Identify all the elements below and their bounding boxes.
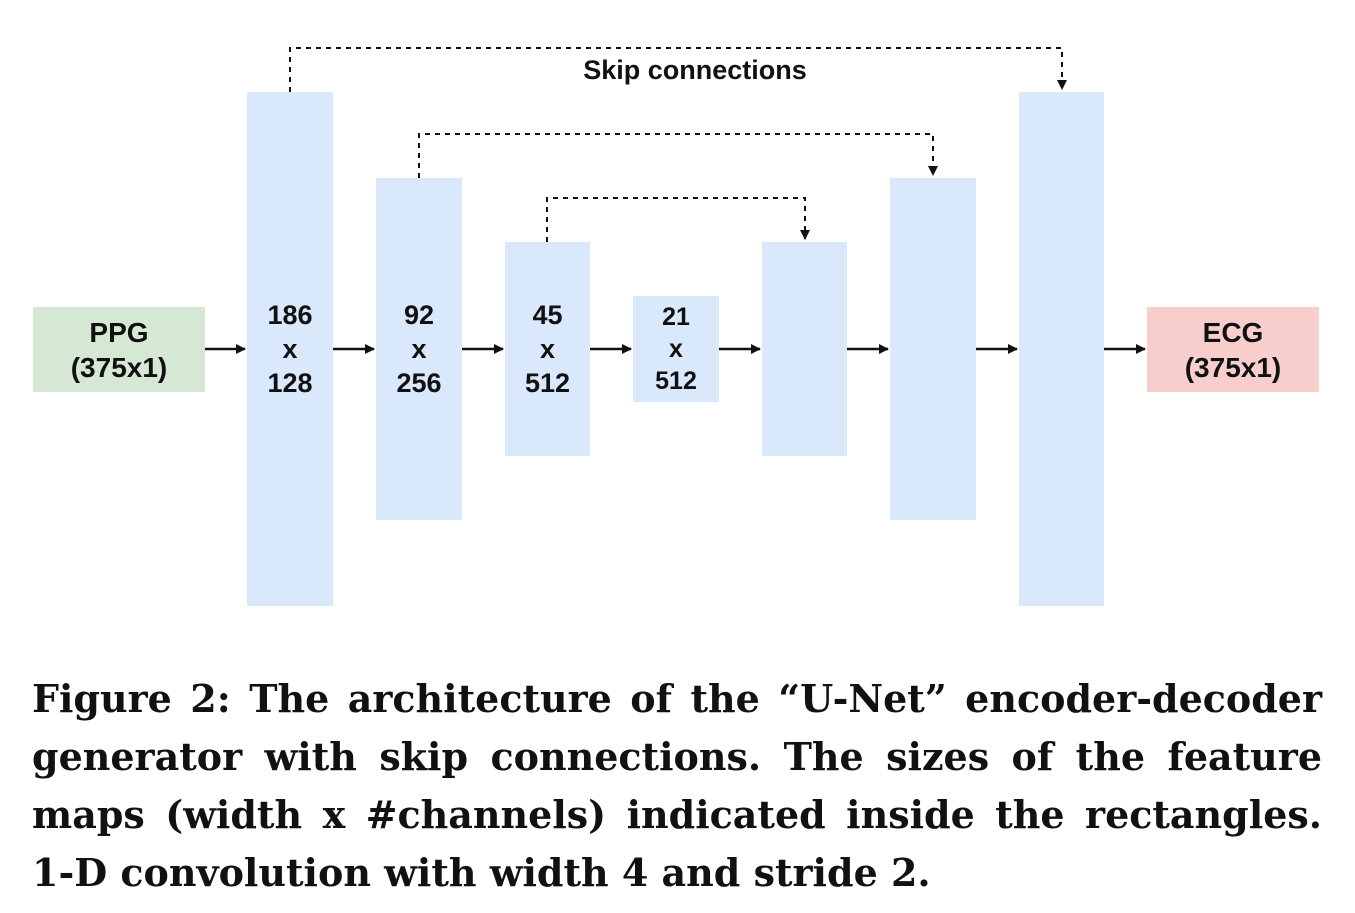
output-shape: (375x1) xyxy=(1184,351,1282,383)
decoder-block-3 xyxy=(1019,92,1104,606)
output-ecg-box: ECG (375x1) xyxy=(1147,307,1319,392)
input-ppg-box: PPG (375x1) xyxy=(33,307,205,392)
bottleneck-width: 21 xyxy=(662,303,690,331)
skip-connections-label: Skip connections xyxy=(583,55,807,85)
encoder-block-3-x: x xyxy=(539,334,556,364)
figure-caption: Figure 2: The architecture of the “U-Net… xyxy=(32,676,1322,895)
output-name: ECG xyxy=(1202,316,1264,348)
encoder-block-3-channels: 512 xyxy=(524,368,571,398)
encoder-block-3-width: 45 xyxy=(532,300,563,330)
encoder-block-1: 186 x 128 xyxy=(247,92,333,606)
encoder-block-2: 92 x 256 xyxy=(376,178,462,520)
encoder-block-1-width: 186 xyxy=(267,300,313,330)
skip-connection-outer xyxy=(289,47,1067,92)
encoder-block-3: 45 x 512 xyxy=(505,242,590,456)
decoder-block-2 xyxy=(890,178,976,520)
skip-connection-middle xyxy=(418,133,938,178)
skip-connection-inner xyxy=(546,197,810,242)
connections-layer xyxy=(205,47,1146,354)
encoder-block-1-channels: 128 xyxy=(267,368,313,398)
encoder-block-1-x: x xyxy=(282,334,298,364)
bottleneck-block: 21 x 512 xyxy=(633,296,719,402)
encoder-block-2-width: 92 xyxy=(403,300,435,330)
encoder-block-2-channels: 256 xyxy=(396,368,442,398)
encoder-block-2-x: x xyxy=(411,334,427,364)
input-shape: (375x1) xyxy=(70,351,168,383)
bottleneck-channels: 512 xyxy=(655,367,697,395)
decoder-block-1 xyxy=(762,242,847,456)
input-name: PPG xyxy=(89,316,149,348)
unet-diagram: Skip connections PPG (375x1) 186 x 128 9… xyxy=(33,47,1319,606)
bottleneck-x: x xyxy=(669,335,683,363)
